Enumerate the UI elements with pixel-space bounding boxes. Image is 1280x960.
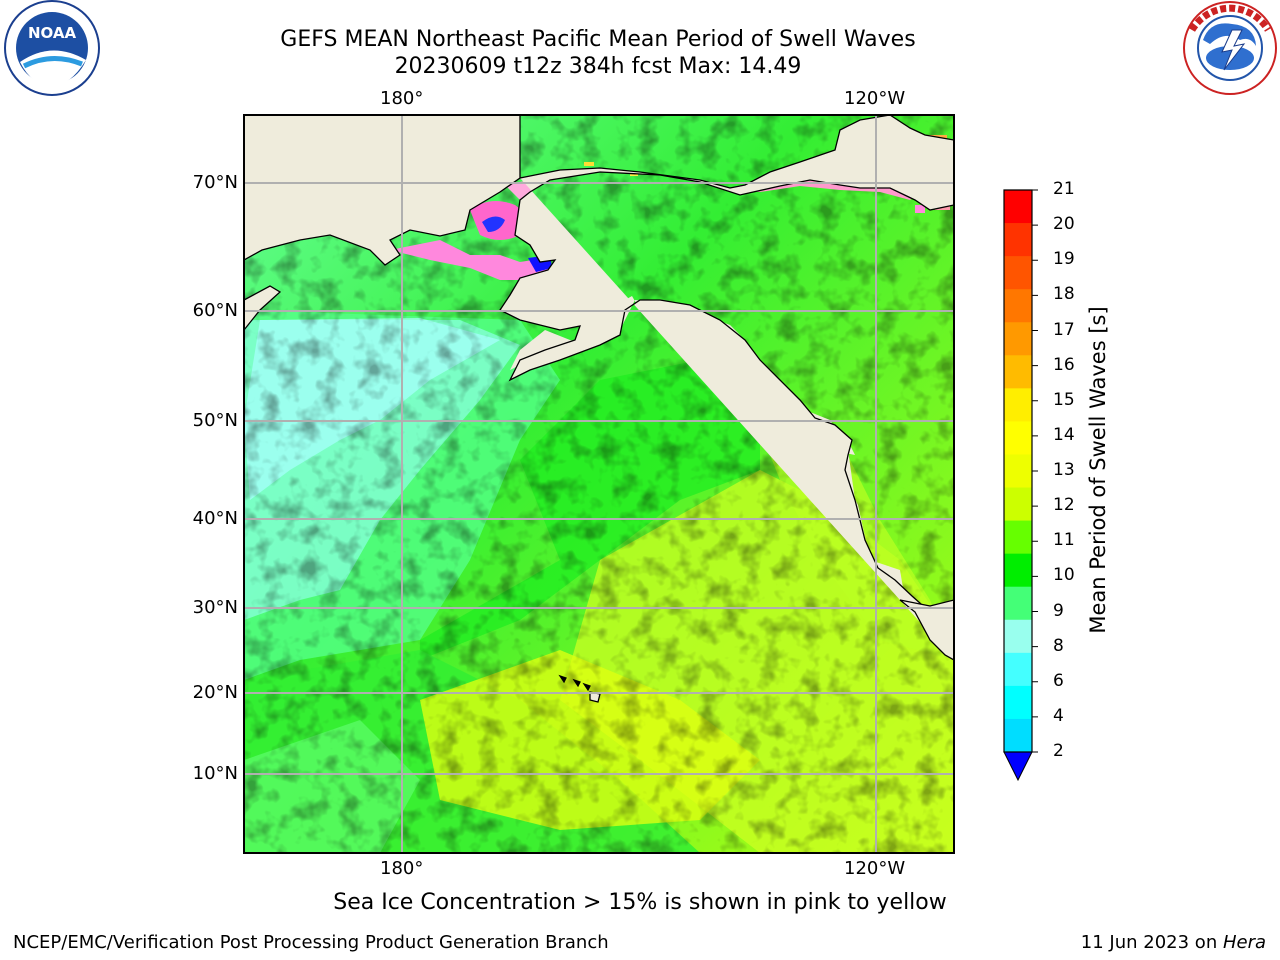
- colorbar-segment: [1004, 586, 1032, 621]
- chart-title: GEFS MEAN Northeast Pacific Mean Period …: [280, 27, 916, 52]
- colorbar-segment: [1004, 553, 1032, 588]
- colorbar-segment: [1004, 421, 1032, 455]
- lat-label-20n: 20°N: [192, 682, 238, 703]
- colorbar-tick-label: 2: [1053, 741, 1064, 761]
- colorbar-segment: [1004, 718, 1032, 753]
- lat-label-50n: 50°N: [192, 410, 238, 431]
- colorbar-tick-label: 18: [1053, 284, 1075, 305]
- colorbar-tick-label: 21: [1053, 179, 1075, 199]
- colorbar-segment: [1004, 388, 1032, 422]
- colorbar: [1003, 189, 1038, 782]
- lat-label-60n: 60°N: [192, 300, 238, 321]
- colorbar-tick-label: 9: [1053, 600, 1064, 621]
- noaa-logo-text: NOAA: [28, 24, 77, 42]
- colorbar-tick-label: 6: [1053, 670, 1064, 691]
- bottom-lon-label-120w: 120°W: [844, 858, 906, 879]
- colorbar-tick-label: 15: [1053, 389, 1075, 410]
- footer-host: Hera: [1222, 932, 1266, 953]
- colorbar-segment: [1004, 619, 1032, 654]
- colorbar-tick-label: 8: [1053, 635, 1064, 656]
- top-lon-label-120w: 120°W: [844, 88, 906, 109]
- top-lon-label-180: 180°: [380, 88, 424, 109]
- footer-credit: NCEP/EMC/Verification Post Processing Pr…: [13, 932, 609, 953]
- colorbar-segment: [1004, 487, 1032, 522]
- colorbar-tick-label: 12: [1053, 495, 1075, 516]
- colorbar-tick-label: 11: [1053, 530, 1075, 551]
- colorbar-label: Mean Period of Swell Waves [s]: [1086, 306, 1110, 634]
- lat-label-30n: 30°N: [192, 597, 238, 618]
- nws-logo: [1183, 1, 1277, 95]
- colorbar-segment: [1004, 355, 1032, 389]
- map-frame: [243, 114, 955, 854]
- colorbar-segment: [1004, 256, 1032, 290]
- colorbar-segment: [1004, 223, 1032, 257]
- colorbar-segment: [1004, 190, 1032, 224]
- colorbar-segment: [1004, 322, 1032, 356]
- colorbar-under-extension: [1003, 751, 1033, 782]
- colorbar-segment: [1004, 520, 1032, 555]
- colorbar-tick-label: 13: [1053, 460, 1075, 480]
- colorbar-tick-label: 20: [1053, 214, 1075, 235]
- colorbar-segment: [1004, 454, 1032, 489]
- colorbar-segment: [1004, 289, 1032, 323]
- noaa-logo: NOAA: [4, 0, 100, 96]
- land: [244, 115, 954, 703]
- lat-label-10n: 10°N: [192, 763, 238, 784]
- colorbar-segment: [1004, 652, 1032, 687]
- bottom-lon-label-180: 180°: [380, 858, 424, 879]
- colorbar-tick-label: 16: [1053, 354, 1075, 375]
- colorbar-tick-label: 10: [1053, 565, 1075, 586]
- lat-label-40n: 40°N: [192, 508, 238, 529]
- colorbar-tick-label: 4: [1053, 705, 1064, 726]
- footer-date-text: 11 Jun 2023 on: [1080, 932, 1223, 953]
- graticule: [244, 115, 954, 853]
- colorbar-tick-label: 19: [1053, 249, 1075, 270]
- lat-label-70n: 70°N: [192, 172, 238, 193]
- footer-date: 11 Jun 2023 on Hera: [1081, 932, 1266, 953]
- sea-ice-note: Sea Ice Concentration > 15% is shown in …: [333, 890, 947, 915]
- map-area: [244, 115, 954, 853]
- colorbar-segment: [1004, 685, 1032, 720]
- colorbar-tick-label: 14: [1053, 424, 1075, 445]
- chart-subtitle: 20230609 t12z 384h fcst Max: 14.49: [394, 54, 802, 79]
- colorbar-tick-label: 17: [1053, 319, 1075, 340]
